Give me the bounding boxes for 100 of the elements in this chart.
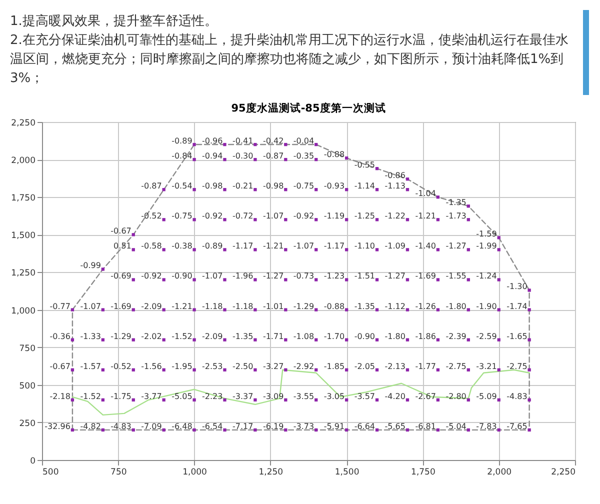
annotation: -1.55 <box>446 272 466 281</box>
annotation: -0.99 <box>80 261 101 270</box>
annotation: -1.07 <box>80 302 101 311</box>
annotation: -1.71 <box>262 332 284 341</box>
annotation: -1.18 <box>202 302 223 311</box>
annotation: -2.67 <box>415 392 436 401</box>
annotation: -2.18 <box>50 392 70 401</box>
annotation: -0.36 <box>50 332 70 341</box>
annotation: -1.35 <box>354 302 376 311</box>
annotation: -0.73 <box>293 272 314 281</box>
annotation: -5.91 <box>324 422 345 431</box>
annotation: -0.77 <box>50 302 70 311</box>
annotation: -1.33 <box>80 332 101 341</box>
annotation: -0.54 <box>172 182 192 191</box>
annotation: -1.80 <box>384 332 406 341</box>
annotation: -1.69 <box>415 272 436 281</box>
annotation: -1.07 <box>202 272 223 281</box>
annotation: -1.69 <box>110 302 132 311</box>
annotation: -1.21 <box>262 242 284 251</box>
annotation: -1.52 <box>80 392 101 401</box>
annotation: -5.04 <box>446 422 466 431</box>
annotation: -1.29 <box>293 302 314 311</box>
annotation: -2.09 <box>202 332 223 341</box>
x-tick-label: 1,500 <box>334 468 360 478</box>
x-tick-label: 1,750 <box>411 468 436 478</box>
annotation: -2.13 <box>384 362 406 371</box>
annotation: -0.04 <box>293 136 314 146</box>
annotation: -0.21 <box>232 182 254 191</box>
annotation: -1.13 <box>384 182 406 191</box>
annotation: -32.96 <box>44 422 70 431</box>
annotation: -1.51 <box>354 272 376 281</box>
annotation: -0.94 <box>202 152 223 161</box>
annotation: -1.70 <box>324 332 345 341</box>
annotation: -6.54 <box>202 422 223 431</box>
annotation: -1.08 <box>293 332 314 341</box>
annotation: -1.07 <box>293 242 314 251</box>
annotation: -0.92 <box>141 272 162 281</box>
annotation: -2.39 <box>446 332 466 341</box>
x-tick-label: 1,000 <box>182 468 207 478</box>
annotation: -6.19 <box>262 422 284 431</box>
annotation: -5.65 <box>384 422 406 431</box>
y-tick-label: 1,500 <box>11 231 36 242</box>
annotation: -7.09 <box>141 422 162 431</box>
annotation: -1.25 <box>354 212 376 221</box>
annotation: -1.77 <box>415 362 436 371</box>
annotation: -1.14 <box>354 182 376 191</box>
annotation: -1.07 <box>262 212 284 221</box>
annotation: -1.01 <box>262 302 284 311</box>
annotation: -2.75 <box>446 362 466 371</box>
annotation: -6.81 <box>415 422 436 431</box>
annotation: -2.59 <box>476 332 497 341</box>
annotation: -1.56 <box>141 362 162 371</box>
annotation: -4.82 <box>80 422 101 431</box>
annotation: -1.40 <box>415 242 436 251</box>
annotation: -0.55 <box>354 160 376 170</box>
annotation: -2.92 <box>293 362 314 371</box>
annotation: -0.69 <box>110 272 132 281</box>
annotation: -2.23 <box>202 392 223 401</box>
annotation: -7.65 <box>506 422 528 431</box>
annotation: -1.12 <box>384 302 406 311</box>
annotation: -0.87 <box>262 152 284 161</box>
annotation: -0.90 <box>354 332 376 341</box>
annotation: -3.27 <box>262 362 284 371</box>
annotation: -0.38 <box>172 242 192 251</box>
y-tick-label: 0 <box>30 456 36 466</box>
annotation: -6.64 <box>354 422 376 431</box>
annotation: -3.77 <box>141 392 162 401</box>
annotation: -5.05 <box>172 392 192 401</box>
annotation: -7.83 <box>476 422 497 431</box>
annotation: -1.95 <box>172 362 192 371</box>
annotation: -0.41 <box>232 136 254 146</box>
y-tick-label: 1,000 <box>11 306 36 316</box>
y-tick-label: 250 <box>19 418 36 429</box>
annotation: -0.75 <box>172 212 192 221</box>
annotation: -0.93 <box>324 182 345 191</box>
annotation: -1.21 <box>172 302 192 311</box>
annotation: -1.21 <box>415 212 436 221</box>
annotation: -2.05 <box>354 362 376 371</box>
annotation: -3.21 <box>476 362 497 371</box>
text: 2.在充分保证柴油机可靠性的基础上，提升柴油机常用工况下的运行水温，使柴油机运行在最佳水温区间，燃烧更充分；同时摩擦副之间的摩擦功也将随之减少，如下图所示，预计油耗降低1%到3%； <box>10 32 570 88</box>
annotation: -3.73 <box>293 422 314 431</box>
y-tick-label: 500 <box>19 381 36 392</box>
annotation: -7.17 <box>232 422 254 431</box>
annotation: -1.35 <box>446 198 466 208</box>
annotation: -3.57 <box>354 392 376 401</box>
annotation: -1.85 <box>324 362 345 371</box>
annotation: -1.80 <box>446 302 466 311</box>
annotation: -0.96 <box>202 136 223 146</box>
annotation: -0.67 <box>50 362 70 371</box>
annotation: -1.35 <box>232 332 254 341</box>
annotation: -0.42 <box>262 136 284 146</box>
annotation: 0.51 <box>114 242 132 251</box>
annotation: -1.09 <box>384 242 406 251</box>
y-tick-label: 1,750 <box>11 194 36 204</box>
annotation: -1.65 <box>506 332 528 341</box>
annotation: -0.30 <box>232 152 254 161</box>
annotation: -0.89 <box>202 242 223 251</box>
chart-title: 95度水温测试-85度第一次测试 <box>231 102 386 114</box>
annotation: -3.55 <box>293 392 314 401</box>
x-tick-label: 2,000 <box>487 468 512 478</box>
